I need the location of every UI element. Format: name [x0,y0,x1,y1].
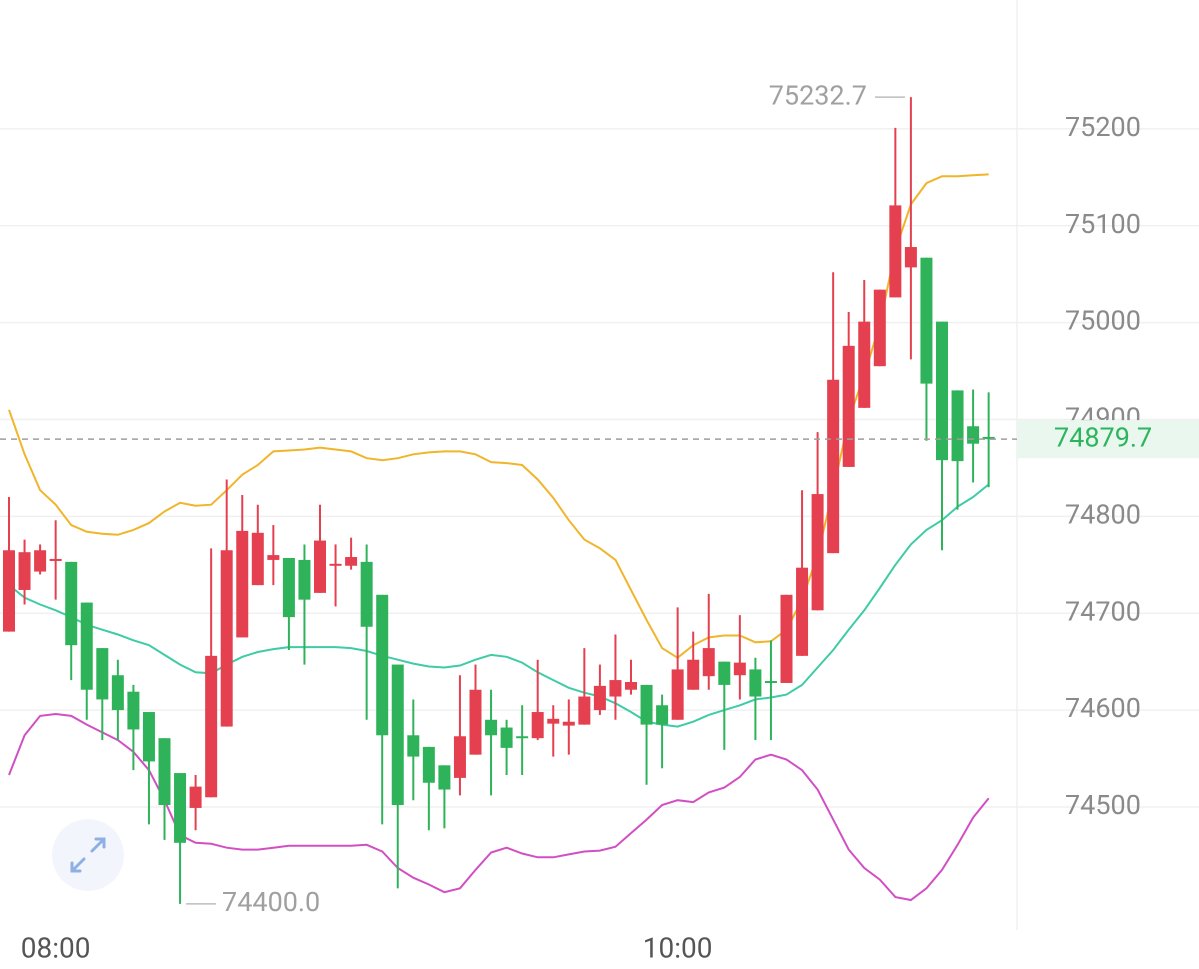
candle-body [3,550,15,632]
candle-body [407,735,420,757]
candle-body [205,655,218,798]
candle-body [329,563,342,566]
candle-body [889,205,902,298]
candle-body [391,664,404,806]
candle-body [982,436,995,440]
x-tick-label: 10:00 [643,931,713,964]
candle-body [236,530,249,638]
labels: 7450074600747007480074900750007510075200… [0,79,1199,964]
candle-body [967,426,980,444]
candle-body [625,682,637,690]
candle-body [314,540,326,593]
bands [8,173,990,902]
candles [3,97,995,904]
candle-body [485,719,498,736]
candle-body [702,648,715,677]
y-tick-label: 75200 [1065,111,1141,143]
candle-body [111,675,124,711]
candle-body [174,773,187,843]
high-label: 75232.7 [769,79,867,111]
expand-icon[interactable] [70,837,106,873]
y-tick-label: 74700 [1065,595,1141,627]
candle-body [282,558,295,618]
candle-body [640,684,653,725]
candle-body [438,765,451,790]
candle-body [780,594,793,683]
candle-body [593,685,606,711]
candle-body [49,558,62,561]
candle-body [298,559,311,600]
y-tick-label: 74800 [1065,498,1141,530]
x-tick-label: 08:00 [21,931,91,964]
candle-body [516,736,529,739]
last-price-label: 74879.7 [1054,421,1152,453]
expand-button[interactable] [52,819,124,891]
candle-body [749,669,762,697]
band-line [8,483,990,728]
candle-body [920,257,933,384]
candle-body [578,696,591,725]
candle-body [469,689,482,755]
candle-body [220,550,233,727]
candle-body [65,561,78,646]
candle-body [96,648,109,700]
candle-body [158,738,171,806]
candle-body [951,390,964,462]
candle-body [733,662,746,676]
candle-body [796,567,809,656]
candle-body [376,594,389,736]
candle-body [873,289,886,367]
candle-body [904,247,917,268]
candle-body [422,746,435,783]
candle-body [718,661,731,685]
band-line [8,173,989,660]
candle-body [34,550,47,572]
candle-body [687,659,700,690]
candle-body [345,557,358,566]
candle-body [267,555,280,560]
candle-body [251,532,264,586]
candle-body [562,721,575,726]
candle-body [609,680,622,697]
candle-body [500,727,513,748]
candle-body [764,681,777,684]
candle-body [671,669,684,720]
expand-bg[interactable] [52,819,124,891]
y-tick-label: 74600 [1065,692,1141,724]
candle-body [827,379,840,554]
candle-body [547,718,560,724]
candle-body [656,705,669,725]
candle-body [842,345,855,467]
candle-body [189,786,202,808]
y-tick-label: 75000 [1065,305,1141,337]
low-label: 74400.0 [222,886,320,918]
candle-body [127,691,140,730]
band-line [8,712,990,902]
y-tick-label: 74500 [1065,789,1141,821]
candle-body [531,712,544,739]
candle-body [142,712,155,762]
candle-body [811,494,824,611]
y-tick-label: 75100 [1065,208,1141,240]
candle-body [453,736,466,778]
candle-body [360,561,373,627]
candle-body [18,552,31,590]
last-price-box [1017,420,1199,459]
candle-body [858,321,871,408]
candle-body [936,321,948,461]
candle-body [80,602,93,690]
